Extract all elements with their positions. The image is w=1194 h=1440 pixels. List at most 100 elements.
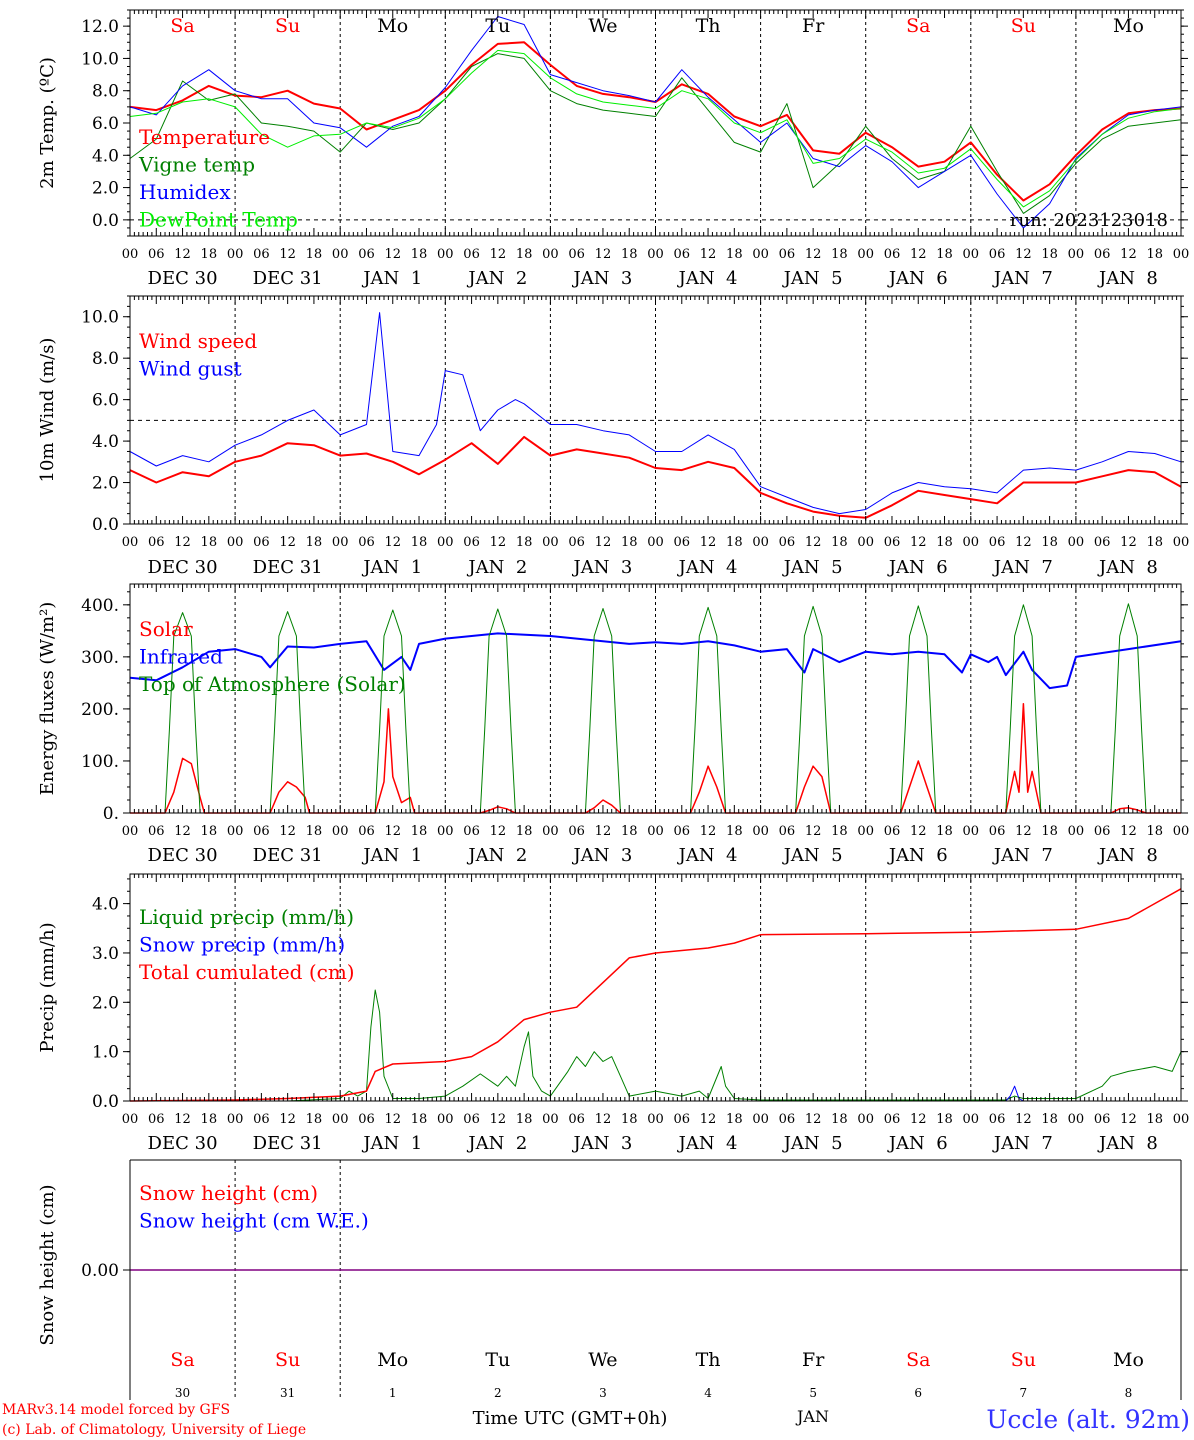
date-label: JAN 1: [361, 845, 422, 866]
date-label: JAN 7: [992, 557, 1053, 578]
hour-tick-label: 12: [805, 535, 822, 550]
y-tick-label: 4.0: [92, 895, 119, 915]
hour-tick-label: 00: [227, 824, 244, 839]
hour-tick-label: 00: [647, 1112, 664, 1127]
hour-tick-label: 12: [1015, 1112, 1032, 1127]
series-line-total-cumulated-cm-: [129, 888, 1182, 1102]
hour-tick-label: 06: [253, 824, 270, 839]
hour-tick-label: 18: [1041, 247, 1058, 262]
y-tick-label: 10.0: [81, 308, 119, 328]
hour-tick-label: 06: [148, 824, 165, 839]
y-tick-label: 8.0: [92, 349, 119, 369]
y-tick-label: 4.0: [92, 146, 119, 166]
hour-tick-label: 12: [595, 247, 612, 262]
hour-tick-label: 18: [411, 247, 428, 262]
hour-tick-label: 00: [1068, 535, 1085, 550]
weekday-label: Sa: [906, 15, 930, 37]
hour-tick-label: 06: [463, 247, 480, 262]
legend-entry: Infrared: [139, 645, 223, 669]
y-tick-label: 4.0: [92, 432, 119, 452]
hour-tick-label: 06: [148, 1112, 165, 1127]
hour-tick-label: 00: [963, 824, 980, 839]
hour-tick-label: 12: [595, 1112, 612, 1127]
date-label: DEC 31: [253, 1133, 323, 1154]
hour-tick-label: 00: [857, 824, 874, 839]
weekday-label: Mo: [1113, 1349, 1144, 1371]
hour-tick-label: 06: [358, 1112, 375, 1127]
hour-tick-label: 00: [227, 535, 244, 550]
legend-entry: Liquid precip (mm/h): [139, 905, 354, 929]
hour-tick-label: 12: [805, 824, 822, 839]
hour-tick-label: 00: [1173, 1112, 1190, 1127]
hour-tick-label: 00: [647, 824, 664, 839]
y-tick-label: 300.: [81, 648, 119, 668]
date-label: JAN 8: [1097, 845, 1158, 866]
hour-tick-label: 00: [542, 535, 559, 550]
hour-tick-label: 06: [779, 247, 796, 262]
hour-tick-label: 00: [1068, 247, 1085, 262]
weekday-label: Sa: [906, 1349, 930, 1371]
series-line-humidex: [129, 16, 1182, 229]
series-line-vigne-temp: [129, 53, 1182, 214]
legend-entry: Wind speed: [139, 329, 257, 353]
date-label: JAN 4: [677, 845, 738, 866]
y-tick-label: 2.0: [92, 993, 119, 1013]
hour-tick-label: 18: [936, 247, 953, 262]
date-label: JAN 3: [572, 845, 633, 866]
hour-tick-label: 18: [516, 824, 533, 839]
hour-tick-label: 12: [490, 1112, 507, 1127]
hour-tick-label: 12: [910, 247, 927, 262]
y-axis-label: Energy fluxes (W/m²): [37, 602, 58, 796]
hour-tick-label: 18: [936, 824, 953, 839]
date-label: JAN 7: [992, 1133, 1053, 1154]
hour-tick-label: 00: [752, 535, 769, 550]
hour-tick-label: 06: [989, 1112, 1006, 1127]
hour-tick-label: 12: [384, 1112, 401, 1127]
y-axis-label: Snow height (cm): [37, 1184, 58, 1345]
hour-tick-label: 00: [542, 824, 559, 839]
hour-tick-label: 18: [516, 1112, 533, 1127]
hour-tick-label: 18: [726, 1112, 743, 1127]
weekday-label: We: [588, 15, 617, 37]
hour-tick-label: 18: [726, 247, 743, 262]
text-layer: 00 06 12 18 00 06 12 18 00 06 12 18 00 06 12 18 00 06 12 18…: [37, 15, 1189, 1400]
hour-tick-label: 00: [437, 1112, 454, 1127]
hour-tick-label: 00: [752, 247, 769, 262]
date-label: DEC 30: [148, 1133, 218, 1154]
hour-tick-label: 12: [279, 247, 296, 262]
date-label: JAN 5: [782, 268, 843, 289]
y-tick-label: 2.0: [92, 474, 119, 494]
hour-tick-label: 00: [437, 535, 454, 550]
grid-layer: [130, 10, 1181, 1400]
hour-tick-label: 06: [253, 247, 270, 262]
hour-tick-label: 00: [332, 824, 349, 839]
hour-tick-label: 18: [831, 824, 848, 839]
y-tick-label: 0.: [103, 804, 119, 824]
hour-tick-label: 12: [174, 535, 191, 550]
hour-tick-label: 06: [674, 824, 691, 839]
credit-line-2: (c) Lab. of Climatology, University of L…: [2, 1422, 306, 1438]
hour-tick-label: 18: [726, 535, 743, 550]
weekday-label: Su: [1011, 1349, 1036, 1371]
hour-tick-label: 12: [1015, 824, 1032, 839]
hour-tick-label: 00: [752, 1112, 769, 1127]
hour-tick-label: 18: [306, 824, 323, 839]
y-tick-label: 3.0: [92, 944, 119, 964]
hour-tick-label: 06: [568, 535, 585, 550]
hour-tick-label: 06: [358, 824, 375, 839]
hour-tick-label: 18: [1146, 1112, 1163, 1127]
hour-tick-label: 12: [595, 535, 612, 550]
hour-tick-label: 12: [279, 824, 296, 839]
hour-tick-label: 12: [490, 247, 507, 262]
hour-tick-label: 18: [831, 247, 848, 262]
hour-tick-label: 00: [857, 247, 874, 262]
date-label: JAN 8: [1097, 557, 1158, 578]
hour-tick-label: 12: [279, 1112, 296, 1127]
date-label: JAN 3: [572, 268, 633, 289]
y-tick-label: 0.0: [92, 211, 119, 231]
hour-tick-label: 00: [332, 535, 349, 550]
hour-tick-label: 00: [857, 1112, 874, 1127]
hour-tick-label: 00: [437, 824, 454, 839]
hour-tick-label: 00: [1173, 247, 1190, 262]
hour-tick-label: 00: [332, 247, 349, 262]
